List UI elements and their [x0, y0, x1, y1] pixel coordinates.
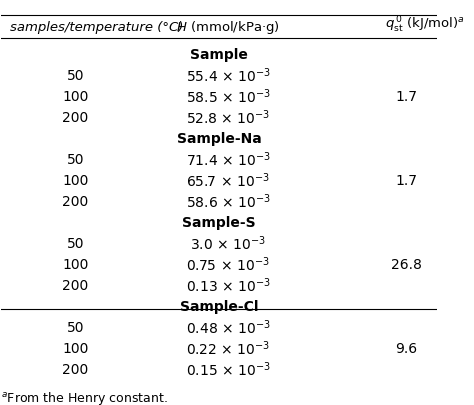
Text: $H$ (mmol/kPa·g): $H$ (mmol/kPa·g)	[176, 19, 280, 36]
Text: 0.75 $\times$ 10$^{-3}$: 0.75 $\times$ 10$^{-3}$	[186, 255, 270, 274]
Text: 58.6 $\times$ 10$^{-3}$: 58.6 $\times$ 10$^{-3}$	[186, 192, 270, 211]
Text: 65.7 $\times$ 10$^{-3}$: 65.7 $\times$ 10$^{-3}$	[186, 171, 270, 190]
Text: $q_{\rm st}^{\,0}$ (kJ/mol)$^{a}$: $q_{\rm st}^{\,0}$ (kJ/mol)$^{a}$	[385, 15, 465, 34]
Text: 9.6: 9.6	[395, 341, 418, 355]
Text: Sample: Sample	[190, 48, 248, 62]
Text: 52.8 $\times$ 10$^{-3}$: 52.8 $\times$ 10$^{-3}$	[186, 109, 270, 127]
Text: 0.22 $\times$ 10$^{-3}$: 0.22 $\times$ 10$^{-3}$	[186, 339, 270, 358]
Text: 0.13 $\times$ 10$^{-3}$: 0.13 $\times$ 10$^{-3}$	[186, 276, 270, 295]
Text: 26.8: 26.8	[391, 258, 422, 271]
Text: 50: 50	[67, 153, 84, 167]
Text: 55.4 $\times$ 10$^{-3}$: 55.4 $\times$ 10$^{-3}$	[186, 67, 270, 85]
Text: Sample-Na: Sample-Na	[177, 132, 262, 146]
Text: 58.5 $\times$ 10$^{-3}$: 58.5 $\times$ 10$^{-3}$	[186, 87, 270, 106]
Text: 0.15 $\times$ 10$^{-3}$: 0.15 $\times$ 10$^{-3}$	[186, 360, 270, 379]
Text: 100: 100	[62, 341, 89, 355]
Text: 100: 100	[62, 174, 89, 188]
Text: 50: 50	[67, 69, 84, 83]
Text: 200: 200	[62, 195, 89, 209]
Text: $^{a}$From the Henry constant.: $^{a}$From the Henry constant.	[1, 389, 168, 405]
Text: 1.7: 1.7	[395, 90, 418, 104]
Text: 71.4 $\times$ 10$^{-3}$: 71.4 $\times$ 10$^{-3}$	[186, 151, 270, 169]
Text: 50: 50	[67, 320, 84, 335]
Text: 1.7: 1.7	[395, 174, 418, 188]
Text: 3.0 $\times$ 10$^{-3}$: 3.0 $\times$ 10$^{-3}$	[190, 234, 266, 253]
Text: samples/temperature (°C): samples/temperature (°C)	[10, 21, 183, 34]
Text: Sample-Cl: Sample-Cl	[180, 299, 258, 313]
Text: 50: 50	[67, 237, 84, 251]
Text: Sample-S: Sample-S	[182, 215, 256, 230]
Text: 200: 200	[62, 362, 89, 376]
Text: 200: 200	[62, 111, 89, 125]
Text: 200: 200	[62, 279, 89, 292]
Text: 0.48 $\times$ 10$^{-3}$: 0.48 $\times$ 10$^{-3}$	[186, 318, 270, 337]
Text: 100: 100	[62, 90, 89, 104]
Text: 100: 100	[62, 258, 89, 271]
